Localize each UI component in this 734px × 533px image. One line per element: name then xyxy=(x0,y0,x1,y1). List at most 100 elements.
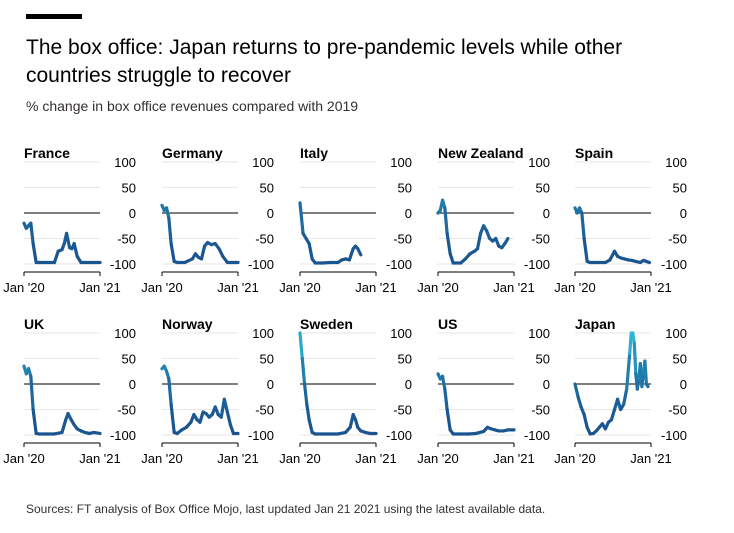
y-tick-label: 0 xyxy=(129,377,136,392)
series-segment xyxy=(503,236,510,246)
panel-uk: UK 100 50 0 -50 -100 Jan '20 Jan '21 xyxy=(3,316,136,466)
panel-title: Spain xyxy=(575,145,613,161)
series-segment xyxy=(445,231,452,256)
panel-title: US xyxy=(438,316,457,332)
panel-japan: Japan 100 50 0 -50 -100 Jan '20 Jan '21 xyxy=(554,316,687,466)
y-tick-label: -100 xyxy=(110,428,136,443)
panel-new-zealand: New Zealand 100 50 0 -50 -100 Jan '20 Jan '21 xyxy=(417,145,550,295)
series-segment xyxy=(29,221,35,246)
y-tick-label: -50 xyxy=(531,403,550,418)
x-tick-label: Jan '21 xyxy=(355,280,397,295)
y-tick-label: 100 xyxy=(665,326,687,341)
y-tick-label: -50 xyxy=(531,232,550,247)
series-segment xyxy=(643,359,649,386)
panel-title: Japan xyxy=(575,316,615,332)
series-segment xyxy=(356,247,363,257)
source-note: Sources: FT analysis of Box Office Mojo,… xyxy=(26,502,546,516)
header-accent-bar xyxy=(26,14,82,19)
series-segment xyxy=(644,382,650,389)
y-tick-label: -100 xyxy=(110,257,136,272)
y-tick-label: -50 xyxy=(255,232,274,247)
series-segment xyxy=(305,402,311,422)
x-tick-label: Jan '21 xyxy=(217,280,259,295)
panel-title: France xyxy=(24,145,70,161)
series-segment xyxy=(31,242,38,265)
series-segment xyxy=(302,382,309,406)
y-tick-label: 50 xyxy=(122,352,136,367)
y-tick-label: 0 xyxy=(680,206,687,221)
series-segment xyxy=(52,249,60,265)
y-tick-label: 100 xyxy=(114,326,136,341)
series-segment xyxy=(167,377,173,406)
y-tick-label: 0 xyxy=(267,206,274,221)
series-segment xyxy=(225,410,232,427)
series-segment xyxy=(632,341,638,376)
y-tick-label: 100 xyxy=(390,326,412,341)
y-tick-label: 100 xyxy=(528,326,550,341)
x-tick-label: Jan '20 xyxy=(141,451,183,466)
y-tick-label: 100 xyxy=(390,155,412,170)
y-tick-label: 0 xyxy=(680,377,687,392)
y-tick-label: -50 xyxy=(393,403,412,418)
y-tick-label: -100 xyxy=(248,257,274,272)
series-segment xyxy=(164,206,171,220)
series-segment xyxy=(169,402,176,435)
y-tick-label: 50 xyxy=(398,352,412,367)
series-segment xyxy=(92,430,102,436)
y-tick-label: -50 xyxy=(255,403,274,418)
series-segment xyxy=(64,231,72,250)
panel-title: Sweden xyxy=(300,316,353,332)
x-tick-label: Jan '20 xyxy=(417,451,459,466)
series-segment xyxy=(609,407,617,422)
y-tick-label: 50 xyxy=(673,352,687,367)
x-tick-label: Jan '20 xyxy=(279,451,321,466)
series-segment xyxy=(198,410,205,424)
series-segment xyxy=(298,201,305,235)
y-tick-label: 50 xyxy=(536,181,550,196)
series-segment xyxy=(298,331,304,361)
series-segment xyxy=(635,377,641,391)
y-tick-label: 100 xyxy=(252,155,274,170)
panel-italy: Italy 100 50 0 -50 -100 Jan '20 Jan '21 xyxy=(279,145,412,295)
series-segment xyxy=(60,418,68,435)
series-segment xyxy=(625,351,632,391)
series-segment xyxy=(347,247,355,262)
series-segment xyxy=(448,252,455,265)
series-segment xyxy=(640,372,646,389)
series-segment xyxy=(582,413,589,429)
y-tick-label: -50 xyxy=(668,232,687,247)
series-segment xyxy=(300,356,307,386)
chart-title: The box office: Japan returns to pre-pan… xyxy=(26,36,623,87)
x-tick-label: Jan '20 xyxy=(554,451,596,466)
y-tick-label: -100 xyxy=(524,428,550,443)
series-segment xyxy=(644,259,652,265)
y-tick-label: -100 xyxy=(248,428,274,443)
x-tick-label: Jan '20 xyxy=(141,280,183,295)
series-segment xyxy=(582,236,589,264)
series-segment xyxy=(576,395,583,409)
series-segment xyxy=(31,407,38,436)
series-segment xyxy=(443,206,449,235)
y-tick-label: -50 xyxy=(393,232,412,247)
series-segment xyxy=(169,242,176,264)
x-tick-label: Jan '21 xyxy=(217,451,259,466)
y-tick-label: -50 xyxy=(668,403,687,418)
series-segment xyxy=(475,231,483,251)
x-tick-label: Jan '21 xyxy=(355,451,397,466)
panel-title: New Zealand xyxy=(438,145,524,161)
x-tick-label: Jan '20 xyxy=(279,280,321,295)
panel-france: France 100 50 0 -50 -100 Jan '20 Jan '21 xyxy=(3,145,136,295)
x-tick-label: Jan '20 xyxy=(554,280,596,295)
y-tick-label: -100 xyxy=(386,257,412,272)
series-segment xyxy=(167,216,173,246)
panel-title: UK xyxy=(24,316,44,332)
series-segment xyxy=(573,382,580,399)
y-tick-label: 0 xyxy=(267,377,274,392)
y-tick-label: -50 xyxy=(117,232,136,247)
x-tick-label: Jan '21 xyxy=(493,280,535,295)
panel-title: Germany xyxy=(162,145,223,161)
panel-us: US 100 50 0 -50 -100 Jan '20 Jan '21 xyxy=(417,316,550,466)
series-segment xyxy=(199,244,207,261)
series-segment xyxy=(443,387,449,412)
